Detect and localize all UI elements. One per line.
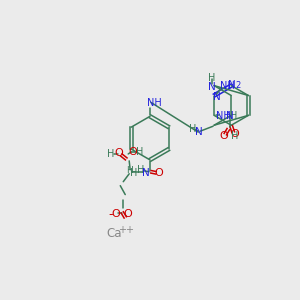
Text: H: H [230, 111, 238, 121]
Text: N: N [142, 168, 150, 178]
Text: O: O [111, 209, 120, 219]
Text: N: N [213, 92, 221, 101]
Text: -: - [108, 208, 112, 221]
Text: H: H [130, 168, 138, 178]
Text: H: H [137, 165, 145, 175]
Text: NH: NH [147, 98, 161, 108]
Text: O: O [231, 129, 240, 139]
Text: Ca: Ca [106, 227, 122, 240]
Text: O: O [124, 209, 133, 219]
Text: O: O [114, 148, 123, 158]
Text: H: H [189, 124, 196, 134]
Text: O: O [219, 131, 228, 141]
Text: N: N [226, 111, 234, 121]
Text: H: H [126, 166, 133, 175]
Text: H: H [230, 131, 238, 141]
Text: O: O [154, 168, 163, 178]
Text: H: H [107, 149, 114, 159]
Text: H: H [208, 73, 216, 83]
Text: N: N [195, 127, 203, 137]
Text: O: O [129, 147, 137, 157]
Text: NH: NH [220, 81, 234, 91]
Text: 2: 2 [235, 81, 241, 90]
Text: NH: NH [216, 111, 230, 121]
Text: H: H [136, 147, 144, 157]
Text: N: N [228, 80, 236, 90]
Text: ++: ++ [118, 225, 134, 235]
Text: N: N [208, 82, 216, 92]
